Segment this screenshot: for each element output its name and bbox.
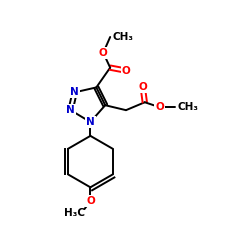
Text: O: O [122,66,130,76]
Text: CH₃: CH₃ [112,32,133,42]
Text: N: N [66,105,75,115]
Text: N: N [70,87,79,97]
Text: H₃C: H₃C [64,208,85,218]
Text: CH₃: CH₃ [178,102,199,112]
Text: N: N [86,117,95,127]
Text: O: O [99,48,108,58]
Text: O: O [155,102,164,112]
Text: O: O [86,196,95,206]
Text: O: O [138,82,147,92]
